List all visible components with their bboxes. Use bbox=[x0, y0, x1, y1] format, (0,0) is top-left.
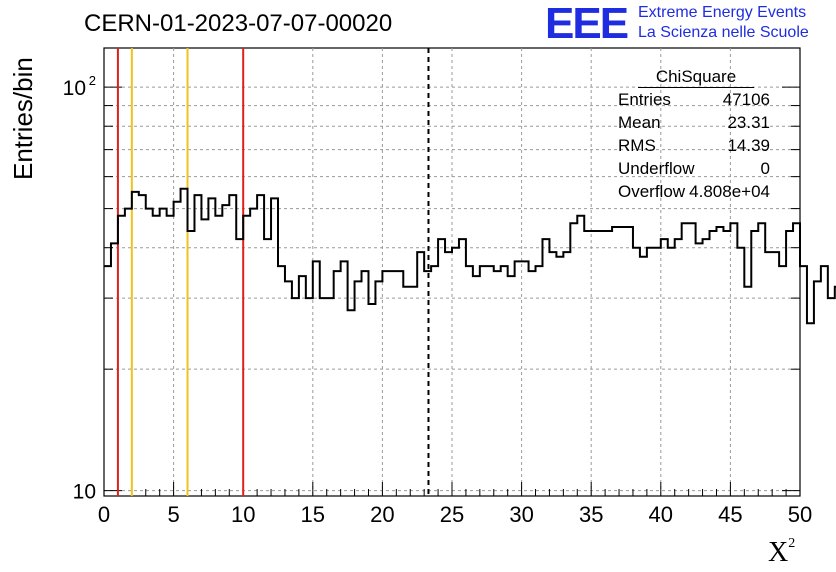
x-tick-label: 45 bbox=[718, 502, 742, 527]
stats-value: 4.808e+04 bbox=[689, 182, 770, 201]
x-axis-label-superscript: 2 bbox=[788, 536, 796, 551]
y-axis-label: Entries/bin bbox=[8, 57, 38, 180]
chart-title: CERN-01-2023-07-07-00020 bbox=[84, 10, 393, 37]
axis-ticks bbox=[103, 86, 801, 496]
x-tick-label: 25 bbox=[440, 502, 464, 527]
x-tick-label: 35 bbox=[579, 502, 603, 527]
x-tick-label: 40 bbox=[649, 502, 673, 527]
x-axis-label-base: X bbox=[768, 537, 789, 568]
y-tick-label: 10 bbox=[63, 77, 86, 100]
stats-key: Mean bbox=[618, 113, 661, 132]
stats-value: 47106 bbox=[722, 90, 770, 109]
x-tick-label: 5 bbox=[167, 502, 179, 527]
stats-box: ChiSquare Entries 47106 Mean 23.31 RMS 14.3… bbox=[612, 66, 780, 204]
stats-row-underflow: Underflow 0 bbox=[612, 157, 780, 180]
stats-title: ChiSquare bbox=[655, 67, 737, 86]
logo-subtitle-1: Extreme Energy Events bbox=[638, 4, 807, 21]
histogram-outline bbox=[104, 187, 836, 325]
x-axis-label: X2 bbox=[768, 536, 795, 569]
stats-row-overflow: Overflow 4.808e+04 bbox=[612, 180, 780, 203]
stats-divider bbox=[638, 87, 754, 88]
x-tick-label: 15 bbox=[301, 502, 325, 527]
x-tick-label: 50 bbox=[788, 502, 812, 527]
stats-value: 23.31 bbox=[727, 113, 770, 132]
stats-key: RMS bbox=[618, 136, 656, 155]
x-tick-label: 30 bbox=[509, 502, 533, 527]
x-tick-labels: 0 5 10 15 20 25 30 35 40 45 50 bbox=[98, 502, 812, 527]
stats-row-mean: Mean 23.31 bbox=[612, 111, 780, 134]
stats-row-entries: Entries 47106 bbox=[612, 88, 780, 111]
stats-key: Entries bbox=[618, 90, 671, 109]
x-tick-label: 0 bbox=[98, 502, 110, 527]
y-tick-label-exponent: 2 bbox=[89, 73, 96, 88]
y-tick-label: 10 bbox=[73, 481, 96, 504]
x-tick-label: 10 bbox=[231, 502, 255, 527]
stats-key: Overflow bbox=[618, 182, 686, 201]
stats-row-rms: RMS 14.39 bbox=[612, 134, 780, 157]
eee-logo: EEE bbox=[545, 0, 629, 48]
stats-value: 0 bbox=[760, 159, 770, 178]
reference-lines bbox=[116, 48, 430, 496]
stats-value: 14.39 bbox=[727, 136, 770, 155]
stats-key: Underflow bbox=[618, 159, 695, 178]
x-tick-label: 20 bbox=[370, 502, 394, 527]
logo-subtitle-2: La Scienza nelle Scuole bbox=[638, 24, 809, 41]
